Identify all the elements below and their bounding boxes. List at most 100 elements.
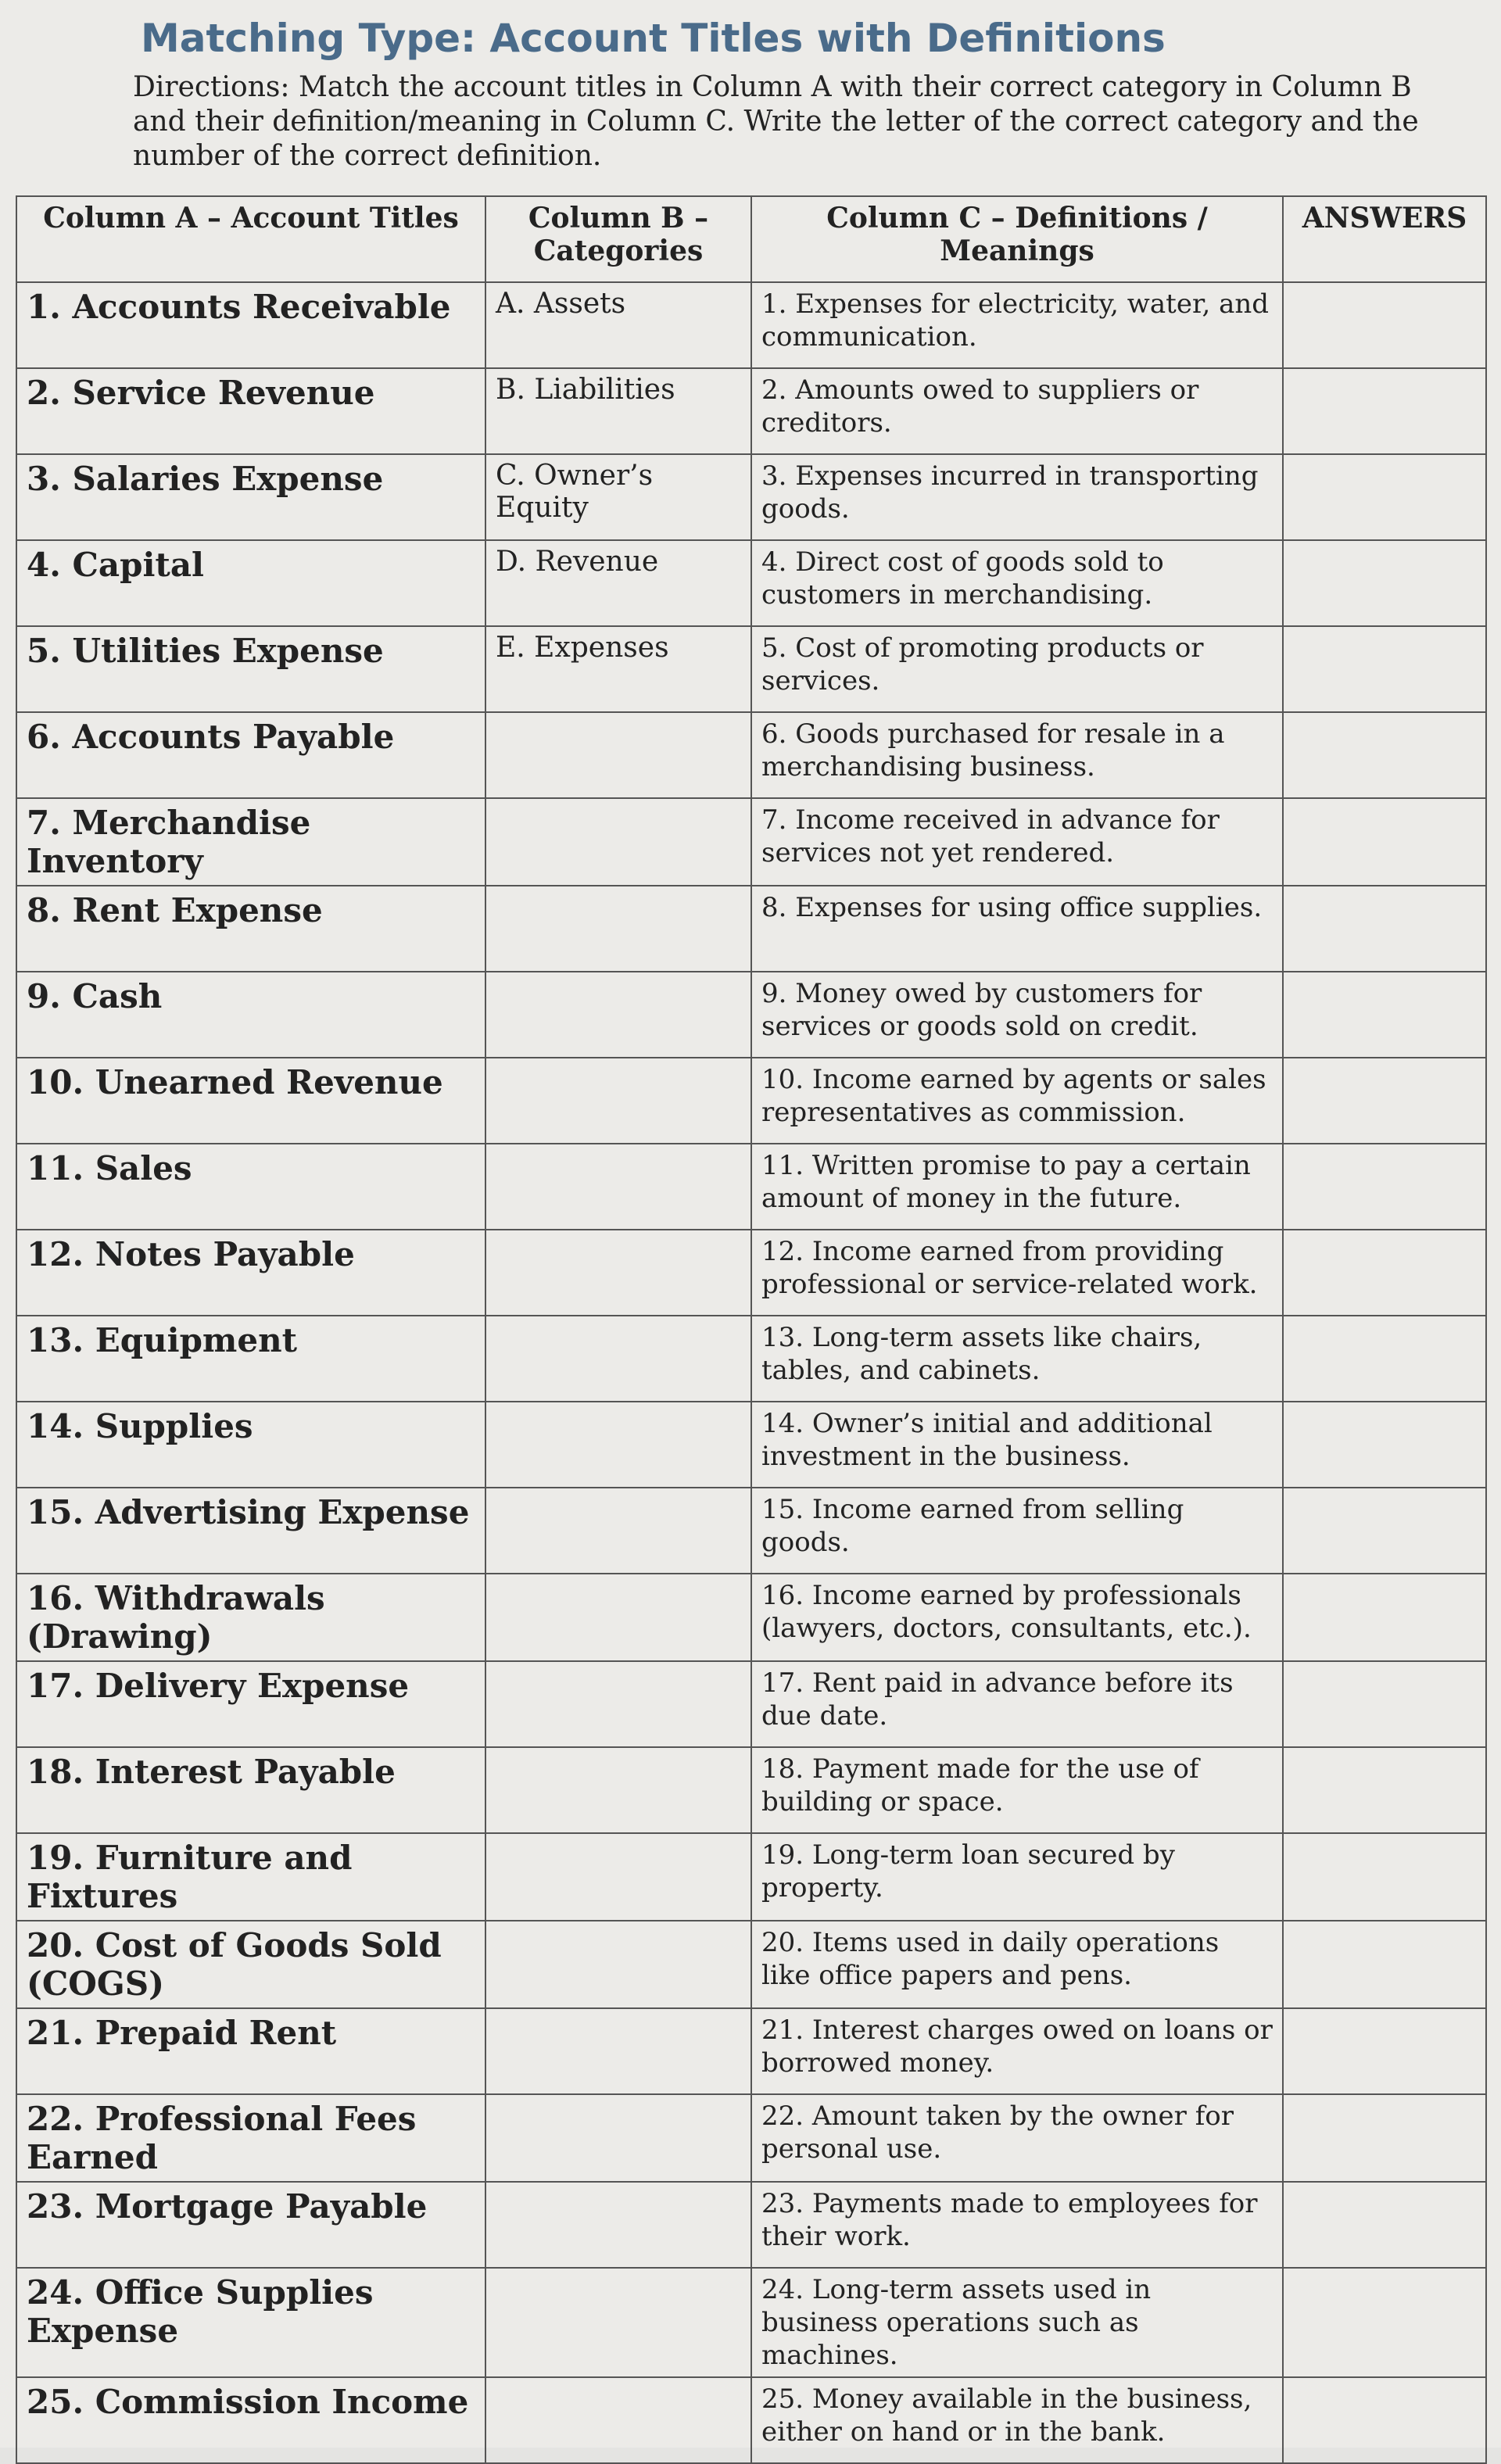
account-title: 24. Office Supplies Expense bbox=[16, 2267, 486, 2378]
matching-table: Column A – Account Titles Column B – Cate… bbox=[16, 195, 1487, 2464]
category bbox=[485, 1660, 752, 1748]
answer-cell bbox=[1282, 1573, 1487, 1662]
answer-cell bbox=[1282, 281, 1487, 369]
row: 8. Rent Expense 8. Expenses for using off… bbox=[16, 885, 1487, 972]
row: 5. Utilities Expense E. Expenses 5. Cost o… bbox=[16, 625, 1487, 713]
account-title: 23. Mortgage Payable bbox=[16, 2181, 486, 2269]
column-header: Column A – Account Titles bbox=[16, 195, 486, 283]
definition: 13. Long-term assets like chairs, tables… bbox=[750, 1315, 1284, 1402]
answer-cell bbox=[1282, 2376, 1487, 2464]
answer-cell bbox=[1282, 2181, 1487, 2269]
category bbox=[485, 711, 752, 799]
answer-cell bbox=[1282, 1143, 1487, 1230]
definition: 20. Items used in daily operations like … bbox=[750, 1920, 1284, 2009]
answer-cell bbox=[1282, 453, 1487, 541]
definition: 25. Money available in the business, eit… bbox=[750, 2376, 1284, 2464]
definition: 9. Money owed by customers for services … bbox=[750, 971, 1284, 1058]
definition: 19. Long-term loan secured by property. bbox=[750, 1832, 1284, 1921]
definition: 4. Direct cost of goods sold to customer… bbox=[750, 539, 1284, 627]
account-title: 9. Cash bbox=[16, 971, 486, 1058]
row: 9. Cash 9. Money owed by customers for se… bbox=[16, 971, 1487, 1058]
account-title: 1. Accounts Receivable bbox=[16, 281, 486, 369]
account-title: 14. Supplies bbox=[16, 1401, 486, 1488]
definition: 24. Long-term assets used in business op… bbox=[750, 2267, 1284, 2378]
table-body: 1. Accounts Receivable A. Assets 1. Expens… bbox=[16, 281, 1487, 2464]
category bbox=[485, 2267, 752, 2378]
header-row: Column A – Account Titles Column B – Cate… bbox=[16, 195, 1487, 283]
row: 23. Mortgage Payable 23. Payments made to… bbox=[16, 2181, 1487, 2269]
answer-cell bbox=[1282, 1746, 1487, 1834]
row: 7. Merchandise Inventory 7. Income receiv… bbox=[16, 797, 1487, 886]
answer-cell bbox=[1282, 1401, 1487, 1488]
row: 13. Equipment 13. Long-term assets like c… bbox=[16, 1315, 1487, 1402]
answer-cell bbox=[1282, 2267, 1487, 2378]
definition: 11. Written promise to pay a certain amo… bbox=[750, 1143, 1284, 1230]
row: 12. Notes Payable 12. Income earned from … bbox=[16, 1229, 1487, 1316]
account-title: 13. Equipment bbox=[16, 1315, 486, 1402]
row: 6. Accounts Payable 6. Goods purchased fo… bbox=[16, 711, 1487, 799]
answer-cell bbox=[1282, 1832, 1487, 1921]
answer-cell bbox=[1282, 1057, 1487, 1144]
definition: 1. Expenses for electricity, water, and … bbox=[750, 281, 1284, 369]
category bbox=[485, 1920, 752, 2009]
definition: 16. Income earned by professionals (lawy… bbox=[750, 1573, 1284, 1662]
account-title: 12. Notes Payable bbox=[16, 1229, 486, 1316]
answer-cell bbox=[1282, 711, 1487, 799]
definition: 7. Income received in advance for servic… bbox=[750, 797, 1284, 886]
category bbox=[485, 1315, 752, 1402]
column-header: Column C – Definitions / Meanings bbox=[750, 195, 1284, 283]
answer-cell bbox=[1282, 2093, 1487, 2183]
category bbox=[485, 1229, 752, 1316]
category: D. Revenue bbox=[485, 539, 752, 627]
account-title: 25. Commission Income bbox=[16, 2376, 486, 2464]
account-title: 11. Sales bbox=[16, 1143, 486, 1230]
row: 22. Professional Fees Earned 22. Amount t… bbox=[16, 2093, 1487, 2183]
answer-cell bbox=[1282, 885, 1487, 972]
account-title: 5. Utilities Expense bbox=[16, 625, 486, 713]
account-title: 19. Furniture and Fixtures bbox=[16, 1832, 486, 1921]
row: 4. Capital D. Revenue 4. Direct cost of go… bbox=[16, 539, 1487, 627]
category bbox=[485, 797, 752, 886]
category bbox=[485, 1143, 752, 1230]
row: 14. Supplies 14. Owner’s initial and addi… bbox=[16, 1401, 1487, 1488]
definition: 18. Payment made for the use of building… bbox=[750, 1746, 1284, 1834]
category bbox=[485, 1487, 752, 1574]
account-title: 10. Unearned Revenue bbox=[16, 1057, 486, 1144]
category bbox=[485, 2093, 752, 2183]
row: 10. Unearned Revenue 10. Income earned by… bbox=[16, 1057, 1487, 1144]
title: Matching Type: Account Titles with Defin… bbox=[141, 16, 1166, 61]
category: E. Expenses bbox=[485, 625, 752, 713]
answer-cell bbox=[1282, 1315, 1487, 1402]
account-title: 6. Accounts Payable bbox=[16, 711, 486, 799]
definition: 14. Owner’s initial and additional inves… bbox=[750, 1401, 1284, 1488]
answer-cell bbox=[1282, 1920, 1487, 2009]
answer-cell bbox=[1282, 1660, 1487, 1748]
answer-cell bbox=[1282, 1229, 1487, 1316]
definition: 10. Income earned by agents or sales rep… bbox=[750, 1057, 1284, 1144]
answer-cell bbox=[1282, 539, 1487, 627]
row: 1. Accounts Receivable A. Assets 1. Expens… bbox=[16, 281, 1487, 369]
row: 20. Cost of Goods Sold (COGS) 20. Items u… bbox=[16, 1920, 1487, 2009]
answer-cell bbox=[1282, 1487, 1487, 1574]
row: 19. Furniture and Fixtures 19. Long-term … bbox=[16, 1832, 1487, 1921]
answer-cell bbox=[1282, 971, 1487, 1058]
account-title: 4. Capital bbox=[16, 539, 486, 627]
row: 21. Prepaid Rent 21. Interest charges owe… bbox=[16, 2007, 1487, 2095]
row: 16. Withdrawals (Drawing) 16. Income earn… bbox=[16, 1573, 1487, 1662]
definition: 23. Payments made to employees for their… bbox=[750, 2181, 1284, 2269]
definition: 17. Rent paid in advance before its due … bbox=[750, 1660, 1284, 1748]
category bbox=[485, 1401, 752, 1488]
account-title: 18. Interest Payable bbox=[16, 1746, 486, 1834]
category bbox=[485, 2181, 752, 2269]
directions: Directions: Match the account titles in … bbox=[133, 71, 1419, 172]
definition: 21. Interest charges owed on loans or bo… bbox=[750, 2007, 1284, 2095]
column-header: ANSWERS bbox=[1282, 195, 1487, 283]
account-title: 15. Advertising Expense bbox=[16, 1487, 486, 1574]
category bbox=[485, 2376, 752, 2464]
definition: 22. Amount taken by the owner for person… bbox=[750, 2093, 1284, 2183]
definition: 5. Cost of promoting products or service… bbox=[750, 625, 1284, 713]
category bbox=[485, 1746, 752, 1834]
category bbox=[485, 2007, 752, 2095]
row: 2. Service Revenue B. Liabilities 2. Amoun… bbox=[16, 367, 1487, 455]
